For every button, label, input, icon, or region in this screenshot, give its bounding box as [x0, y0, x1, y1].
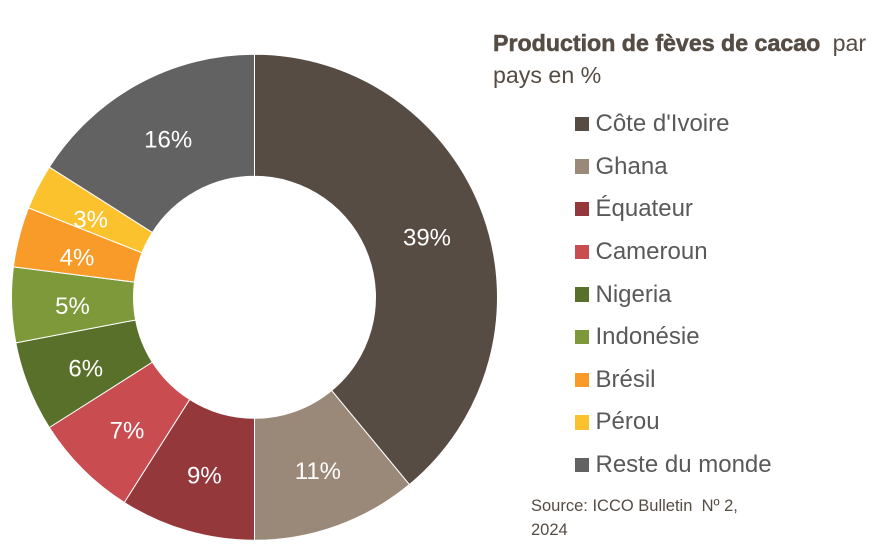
svg-text:5%: 5%	[55, 293, 90, 320]
svg-text:9%: 9%	[187, 462, 222, 489]
svg-text:4%: 4%	[60, 245, 95, 272]
svg-text:39%: 39%	[403, 224, 451, 251]
svg-text:11%: 11%	[295, 458, 341, 485]
svg-text:16%: 16%	[144, 127, 192, 154]
svg-text:7%: 7%	[110, 417, 145, 444]
svg-text:3%: 3%	[73, 206, 108, 233]
svg-text:6%: 6%	[68, 356, 103, 383]
